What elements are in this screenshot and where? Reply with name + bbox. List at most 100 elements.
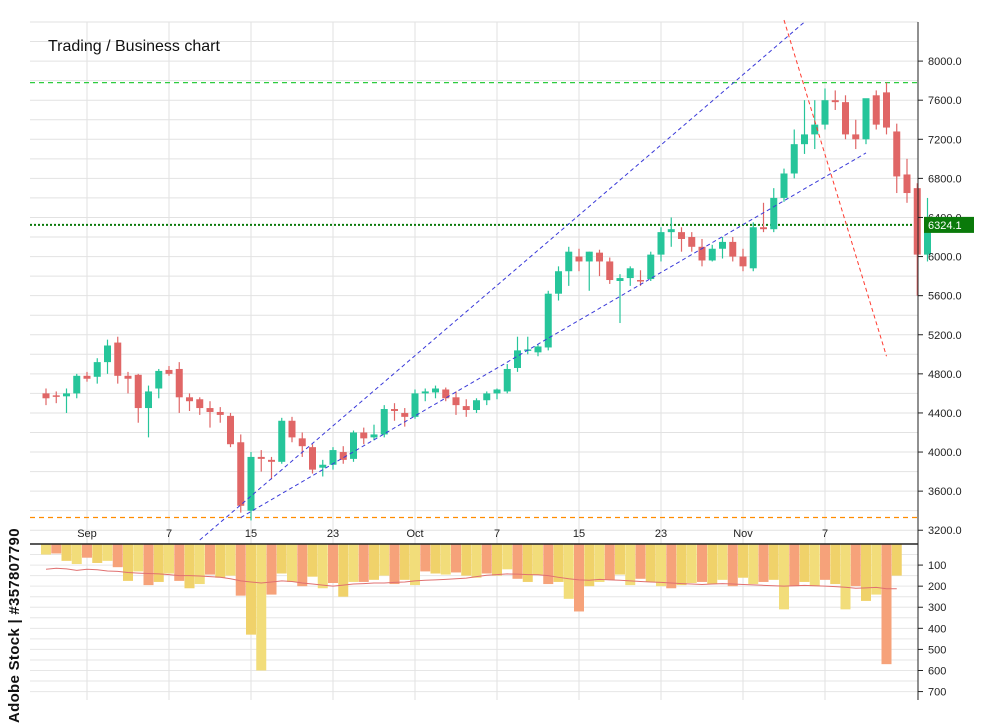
volume-bar bbox=[471, 544, 482, 578]
volume-bar bbox=[123, 544, 133, 581]
volume-bar bbox=[338, 544, 349, 597]
candle-body bbox=[278, 420, 286, 462]
candle-body bbox=[667, 229, 675, 233]
candle-body bbox=[760, 227, 767, 230]
price-tick-label: 5200.0 bbox=[928, 330, 962, 342]
volume-bar bbox=[276, 544, 287, 574]
candle-body bbox=[585, 251, 593, 262]
candle-body bbox=[165, 369, 173, 374]
volume-bar bbox=[543, 544, 554, 585]
x-tick-label: Sep bbox=[77, 528, 97, 540]
volume-bar bbox=[112, 544, 123, 568]
candle-body bbox=[790, 144, 798, 174]
candle-body bbox=[688, 237, 696, 247]
x-tick-label: 23 bbox=[655, 528, 667, 540]
volume-bar bbox=[174, 544, 185, 581]
volume-bar bbox=[686, 544, 697, 583]
candle-body bbox=[749, 227, 757, 269]
candle-body bbox=[52, 395, 60, 397]
candlestick-series bbox=[42, 82, 931, 521]
candle-body bbox=[319, 464, 327, 468]
candle-body bbox=[708, 248, 716, 261]
volume-bar bbox=[533, 544, 543, 575]
price-tick-label: 4400.0 bbox=[928, 408, 962, 420]
candle-body bbox=[647, 254, 655, 280]
price-tick-label: 4000.0 bbox=[928, 447, 962, 459]
volume-bar bbox=[71, 544, 82, 565]
volume-bar bbox=[779, 544, 789, 610]
volume-tick-label: 300 bbox=[928, 602, 946, 614]
volume-bar bbox=[92, 544, 103, 563]
volume-tick-label: 700 bbox=[928, 687, 946, 699]
price-tick-label: 8000.0 bbox=[928, 56, 962, 68]
volume-series bbox=[41, 544, 902, 671]
volume-bar bbox=[502, 544, 513, 570]
price-tick-label: 7200.0 bbox=[928, 134, 962, 146]
volume-tick-label: 100 bbox=[928, 560, 946, 572]
candle-body bbox=[104, 345, 111, 363]
candle-body bbox=[206, 408, 214, 412]
volume-ma-line bbox=[45, 567, 897, 590]
stock-watermark: Adobe Stock | #357807790 bbox=[4, 487, 30, 727]
x-tick-label: 7 bbox=[166, 528, 172, 540]
candle-body bbox=[657, 232, 665, 255]
price-tick-label: 4800.0 bbox=[928, 369, 962, 381]
candle-body bbox=[883, 92, 890, 128]
volume-bar bbox=[389, 544, 400, 585]
candle-body bbox=[913, 188, 921, 255]
volume-bar bbox=[645, 544, 656, 582]
candle-body bbox=[503, 368, 511, 392]
candle-body bbox=[380, 409, 388, 435]
volume-bar bbox=[256, 544, 267, 671]
chart-axes: 8000.07600.07200.06800.06400.06000.05600… bbox=[30, 22, 974, 700]
volume-bar bbox=[881, 544, 892, 665]
volume-bar bbox=[758, 544, 769, 582]
volume-bar bbox=[82, 544, 92, 558]
candle-body bbox=[555, 271, 562, 294]
candle-body bbox=[483, 393, 491, 401]
volume-bar bbox=[328, 544, 338, 583]
volume-bar bbox=[246, 544, 256, 635]
x-tick-label: 7 bbox=[822, 528, 828, 540]
candle-body bbox=[309, 447, 316, 470]
volume-bar bbox=[789, 544, 800, 587]
x-tick-label: 7 bbox=[494, 528, 500, 540]
volume-bar bbox=[553, 544, 564, 582]
volume-bar bbox=[830, 544, 841, 585]
volume-bar bbox=[410, 544, 420, 586]
volume-bar bbox=[850, 544, 861, 587]
watermark-text: Adobe Stock | #357807790 bbox=[6, 528, 23, 723]
volume-bar bbox=[461, 544, 472, 576]
volume-bar bbox=[563, 544, 574, 599]
candle-body bbox=[298, 438, 306, 447]
candle-body bbox=[175, 368, 183, 398]
candle-body bbox=[196, 399, 204, 409]
x-tick-label: 15 bbox=[245, 528, 257, 540]
trendlines bbox=[199, 19, 887, 541]
volume-bar bbox=[871, 544, 882, 595]
candle-body bbox=[134, 374, 142, 409]
candle-body bbox=[370, 434, 378, 438]
horizontal-levels bbox=[30, 81, 918, 519]
volume-bar bbox=[143, 544, 154, 586]
candle-body bbox=[729, 241, 737, 257]
x-tick-label: Nov bbox=[733, 528, 753, 540]
candle-body bbox=[514, 350, 521, 368]
candle-body bbox=[852, 134, 860, 140]
candle-body bbox=[391, 409, 398, 411]
volume-bar bbox=[481, 544, 492, 574]
candle-body bbox=[452, 397, 460, 406]
candle-body bbox=[924, 224, 931, 255]
candle-body bbox=[534, 346, 542, 353]
volume-bar bbox=[297, 544, 308, 587]
candle-body bbox=[801, 134, 808, 145]
price-tick-label: 3200.0 bbox=[928, 525, 962, 537]
volume-tick-label: 600 bbox=[928, 665, 946, 677]
volume-bar bbox=[768, 544, 779, 580]
volume-bar bbox=[420, 544, 431, 572]
candle-body bbox=[719, 241, 726, 249]
trendline bbox=[240, 152, 867, 518]
candle-body bbox=[42, 393, 50, 399]
candle-body bbox=[268, 459, 275, 462]
volume-bar bbox=[676, 544, 687, 586]
